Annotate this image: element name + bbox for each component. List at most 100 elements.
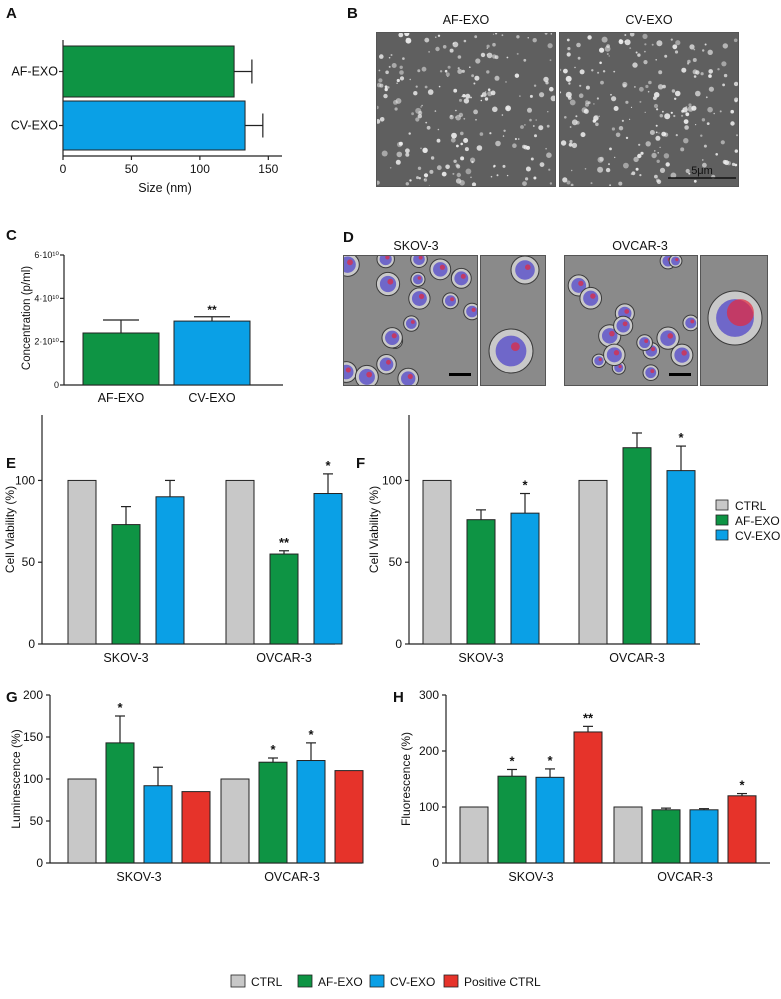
legend-swatch-Positive CTRL [443, 974, 459, 988]
significance-C: ** [207, 303, 217, 317]
significance-E: * [325, 458, 331, 473]
bar-G-OVCAR-3-CTRL [220, 778, 250, 864]
significance-G: * [308, 727, 314, 742]
bar-F-SKOV-3-AF-EXO [466, 519, 496, 645]
bar-H-OVCAR-3-Positive CTRL [727, 795, 757, 864]
legend-label: CV-EXO [735, 529, 780, 543]
y-tick-label-C: 6·10¹⁰ [34, 250, 59, 260]
bar-H-SKOV-3-CV-EXO [535, 776, 565, 864]
y-tick-label-F: 50 [389, 555, 403, 569]
bar-H-OVCAR-3-CV-EXO [689, 809, 719, 864]
bar-E-SKOV-3-CTRL [67, 479, 97, 645]
bar-H-OVCAR-3-CTRL [613, 806, 643, 864]
x-group-label-H: SKOV-3 [508, 870, 553, 884]
significance-G: * [270, 742, 276, 757]
bar-H-SKOV-3-CTRL [459, 806, 489, 864]
y-tick-label-C: 4·10¹⁰ [34, 293, 59, 303]
x-group-label-G: OVCAR-3 [264, 870, 320, 884]
bar-G-SKOV-3-Positive CTRL [181, 791, 211, 864]
confocal-texture [701, 256, 767, 385]
tem-texture: 5μm [560, 33, 738, 186]
panel-letter-F: F [356, 455, 365, 472]
image-label-af-exo: AF-EXO [443, 13, 490, 27]
significance-H: * [547, 753, 553, 768]
legend-swatch-AF-EXO [715, 514, 729, 526]
bar-E-OVCAR-3-CTRL [225, 479, 255, 645]
x-axis-label-A: Size (nm) [138, 181, 191, 195]
y-tick-label-G: 50 [30, 814, 44, 828]
legend-label: Positive CTRL [464, 975, 541, 989]
bar-F-SKOV-3-CTRL [422, 479, 452, 645]
bar-G-SKOV-3-AF-EXO [105, 742, 135, 864]
legend-swatch-AF-EXO [297, 974, 313, 988]
image-label-cv-exo: CV-EXO [625, 13, 673, 27]
y-tick-label-H: 300 [419, 688, 439, 702]
legend-swatch-CTRL [230, 974, 246, 988]
y-tick-label-G: 200 [23, 688, 43, 702]
panel-letter-D: D [343, 229, 354, 246]
bar-G-OVCAR-3-AF-EXO [258, 761, 288, 864]
y-tick-label-G: 100 [23, 772, 43, 786]
y-tick-label-G: 0 [36, 856, 43, 870]
tem-image-af-exo [376, 32, 556, 187]
y-axis-label-C: Concentration (p/ml) [21, 266, 33, 370]
x-group-label-G: SKOV-3 [116, 870, 161, 884]
bar-F-OVCAR-3-CTRL [578, 479, 608, 645]
legend-label: CTRL [251, 975, 283, 989]
x-category-label-C: AF-EXO [98, 391, 145, 405]
panel-letter-G: G [6, 689, 18, 706]
confocal-zoom-skov3 [480, 255, 546, 386]
bar-E-SKOV-3-AF-EXO [111, 524, 141, 645]
bar-H-SKOV-3-AF-EXO [497, 775, 527, 864]
tem-texture [377, 33, 555, 186]
y-axis-label-H: Fluorescence (%) [399, 732, 413, 826]
scale-bar [669, 373, 691, 376]
panel-letter-E: E [6, 455, 16, 472]
bar-G-SKOV-3-CV-EXO [143, 785, 173, 864]
bar-E-OVCAR-3-CV-EXO [313, 493, 343, 645]
x-tick-label-A: 50 [125, 162, 139, 176]
confocal-image-ovcar3 [564, 255, 698, 386]
significance-G: * [117, 700, 123, 715]
bar-C-CV-EXO [173, 320, 251, 386]
bar-A-AF-EXO [62, 45, 235, 98]
panel-letter-H: H [393, 689, 404, 706]
bar-E-OVCAR-3-AF-EXO [269, 553, 299, 645]
legend-label: CTRL [735, 499, 767, 513]
bar-G-OVCAR-3-Positive CTRL [334, 770, 364, 864]
legend-label: AF-EXO [318, 975, 363, 989]
legend-swatch-CV-EXO [369, 974, 385, 988]
x-group-label-F: OVCAR-3 [609, 651, 665, 665]
confocal-zoom-ovcar3 [700, 255, 768, 386]
x-tick-label-A: 150 [258, 162, 278, 176]
y-tick-label-E: 100 [15, 473, 35, 487]
legend-swatch-CTRL [715, 499, 729, 511]
y-axis-label-G: Luminescence (%) [9, 729, 23, 828]
legend-swatch-CV-EXO [715, 529, 729, 541]
significance-H: ** [583, 710, 594, 725]
y-tick-label-G: 150 [23, 730, 43, 744]
y-tick-label-C: 0 [54, 380, 59, 390]
y-category-label-A: CV-EXO [11, 119, 59, 133]
y-tick-label-H: 0 [432, 856, 439, 870]
y-axis-label-F: Cell Viability (%) [367, 486, 381, 573]
scale-bar [449, 373, 471, 376]
tem-image-cv-exo: 5μm [559, 32, 739, 187]
x-tick-label-A: 100 [190, 162, 210, 176]
y-tick-label-H: 100 [419, 800, 439, 814]
y-tick-label-E: 0 [28, 637, 35, 651]
legend-label: CV-EXO [390, 975, 435, 989]
x-category-label-C: CV-EXO [188, 391, 236, 405]
bar-E-SKOV-3-CV-EXO [155, 496, 185, 645]
bar-G-SKOV-3-CTRL [67, 778, 97, 864]
x-tick-label-A: 0 [60, 162, 67, 176]
bar-H-OVCAR-3-AF-EXO [651, 809, 681, 864]
bar-C-AF-EXO [82, 332, 160, 386]
x-group-label-F: SKOV-3 [458, 651, 503, 665]
confocal-texture [481, 256, 545, 385]
legend-label: AF-EXO [735, 514, 780, 528]
confocal-image-skov3 [343, 255, 478, 386]
y-axis-label-E: Cell Viability (%) [3, 486, 17, 573]
significance-F: * [522, 478, 528, 493]
scale-bar-label: 5μm [691, 165, 713, 177]
